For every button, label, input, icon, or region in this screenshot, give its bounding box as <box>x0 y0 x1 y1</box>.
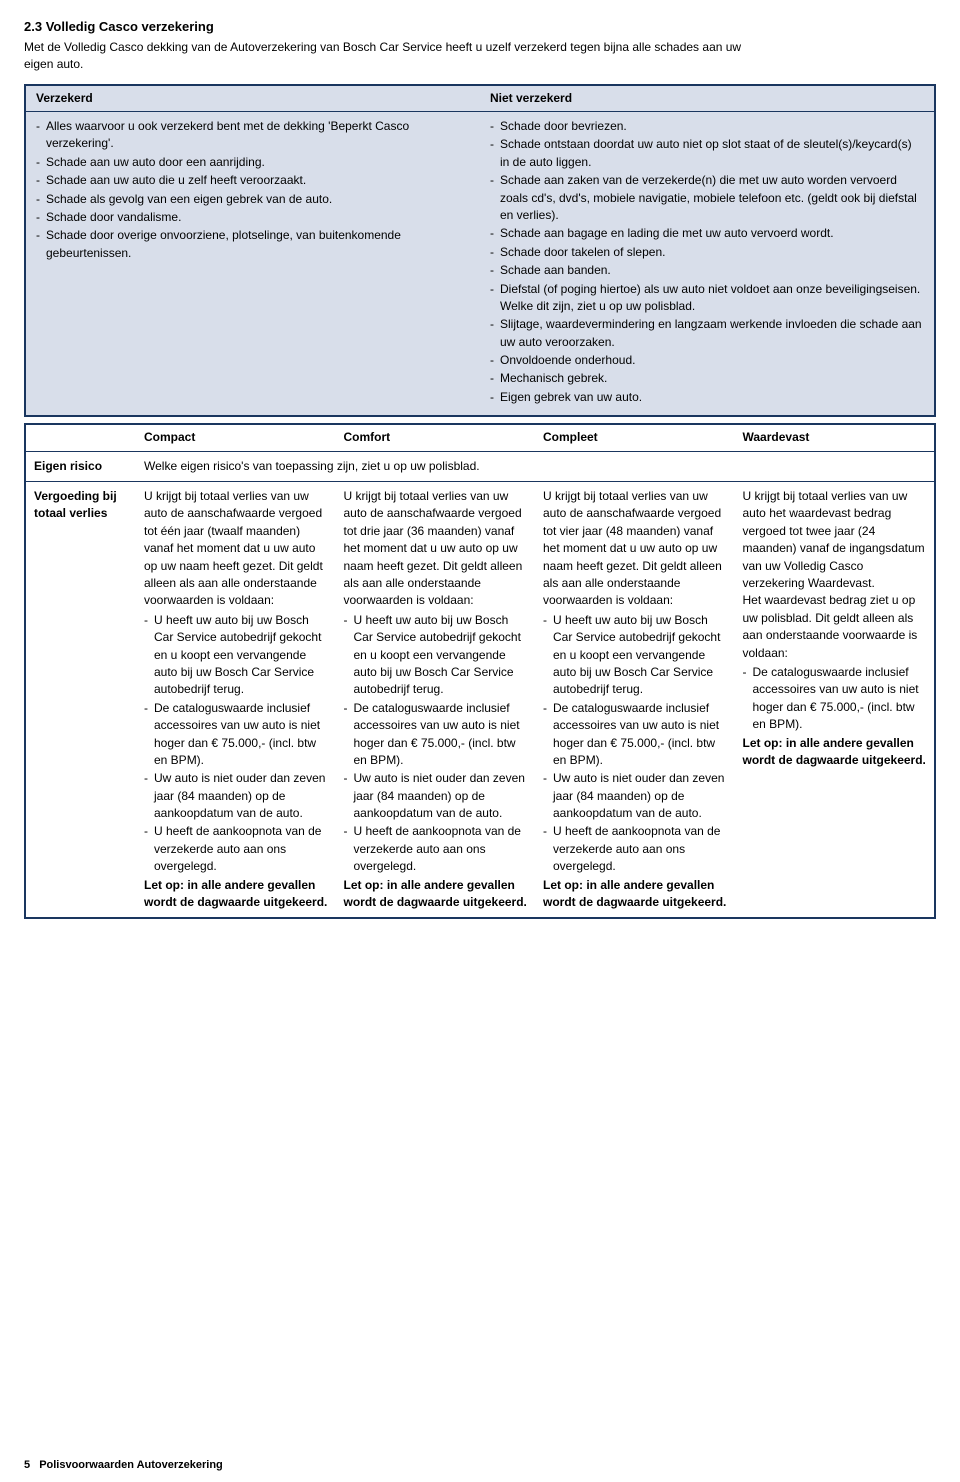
insured-col: Alles waarvoor u ook verzekerd bent met … <box>26 112 480 415</box>
waardevast-extra: Het waardevast bedrag ziet u op uw polis… <box>743 592 927 662</box>
list-item: U heeft de aankoopnota van de verzekerde… <box>144 823 328 875</box>
list-item: Schade door vandalisme. <box>36 209 470 226</box>
section-title: 2.3 Volledig Casco verzekering <box>24 18 936 37</box>
list-item: Schade ontstaan doordat uw auto niet op … <box>490 136 924 171</box>
list-item: Schade aan bagage en lading die met uw a… <box>490 225 924 242</box>
pkg-header-comfort: Comfort <box>336 425 536 450</box>
waardevast-intro: U krijgt bij totaal verlies van uw auto … <box>743 488 927 592</box>
list-item: Uw auto is niet ouder dan zeven jaar (84… <box>543 770 727 822</box>
compact-note: Let op: in alle andere gevallen wordt de… <box>144 877 328 912</box>
packages-box: Compact Comfort Compleet Waardevast Eige… <box>24 423 936 919</box>
insured-list: Alles waarvoor u ook verzekerd bent met … <box>36 118 470 262</box>
not-insured-col: Schade door bevriezen.Schade ontstaan do… <box>480 112 934 415</box>
comfort-intro: U krijgt bij totaal verlies van uw auto … <box>344 488 528 610</box>
coverage-header-row: Verzekerd Niet verzekerd <box>26 86 934 112</box>
vergoeding-label: Vergoeding bij totaal verlies <box>26 482 136 917</box>
list-item: De cataloguswaarde inclusief accessoires… <box>344 700 528 770</box>
pkg-header-compleet: Compleet <box>535 425 735 450</box>
list-item: U heeft uw auto bij uw Bosch Car Service… <box>144 612 328 699</box>
list-item: U heeft uw auto bij uw Bosch Car Service… <box>344 612 528 699</box>
coverage-body: Alles waarvoor u ook verzekerd bent met … <box>26 112 934 415</box>
list-item: Slijtage, waardevermindering en langzaam… <box>490 316 924 351</box>
section-intro: Met de Volledig Casco dekking van de Aut… <box>24 39 744 74</box>
list-item: Schade door overige onvoorziene, plotsel… <box>36 227 470 262</box>
comfort-note: Let op: in alle andere gevallen wordt de… <box>344 877 528 912</box>
list-item: De cataloguswaarde inclusief accessoires… <box>543 700 727 770</box>
not-insured-list: Schade door bevriezen.Schade ontstaan do… <box>490 118 924 406</box>
list-item: Uw auto is niet ouder dan zeven jaar (84… <box>344 770 528 822</box>
waardevast-note: Let op: in alle andere gevallen wordt de… <box>743 735 927 770</box>
section-heading: Volledig Casco verzekering <box>46 19 214 34</box>
list-item: U heeft de aankoopnota van de verzekerde… <box>344 823 528 875</box>
comfort-items: U heeft uw auto bij uw Bosch Car Service… <box>344 612 528 876</box>
not-insured-header: Niet verzekerd <box>480 86 934 111</box>
compleet-items: U heeft uw auto bij uw Bosch Car Service… <box>543 612 727 876</box>
list-item: Onvoldoende onderhoud. <box>490 352 924 369</box>
packages-header-spacer <box>26 425 136 450</box>
list-item: Schade aan uw auto door een aanrijding. <box>36 154 470 171</box>
page-footer: 5 Polisvoorwaarden Autoverzekering <box>24 1458 223 1474</box>
list-item: Alles waarvoor u ook verzekerd bent met … <box>36 118 470 153</box>
list-item: U heeft uw auto bij uw Bosch Car Service… <box>543 612 727 699</box>
section-number: 2.3 <box>24 19 42 34</box>
list-item: De cataloguswaarde inclusief accessoires… <box>743 664 927 734</box>
vergoeding-row: Vergoeding bij totaal verlies U krijgt b… <box>26 482 934 917</box>
pkg-header-compact: Compact <box>136 425 336 450</box>
compleet-col: U krijgt bij totaal verlies van uw auto … <box>535 482 735 917</box>
compact-col: U krijgt bij totaal verlies van uw auto … <box>136 482 336 917</box>
comfort-col: U krijgt bij totaal verlies van uw auto … <box>336 482 536 917</box>
eigen-risico-text: Welke eigen risico's van toepassing zijn… <box>136 452 934 481</box>
coverage-box: Verzekerd Niet verzekerd Alles waarvoor … <box>24 84 936 418</box>
list-item: Schade door takelen of slepen. <box>490 244 924 261</box>
packages-header-row: Compact Comfort Compleet Waardevast <box>26 425 934 451</box>
list-item: Schade aan banden. <box>490 262 924 279</box>
compleet-note: Let op: in alle andere gevallen wordt de… <box>543 877 727 912</box>
list-item: Eigen gebrek van uw auto. <box>490 389 924 406</box>
waardevast-items: De cataloguswaarde inclusief accessoires… <box>743 664 927 734</box>
list-item: Schade door bevriezen. <box>490 118 924 135</box>
list-item: De cataloguswaarde inclusief accessoires… <box>144 700 328 770</box>
compact-intro: U krijgt bij totaal verlies van uw auto … <box>144 488 328 610</box>
eigen-risico-row: Eigen risico Welke eigen risico's van to… <box>26 452 934 482</box>
list-item: Schade als gevolg van een eigen gebrek v… <box>36 191 470 208</box>
compleet-intro: U krijgt bij totaal verlies van uw auto … <box>543 488 727 610</box>
page-number: 5 <box>24 1459 30 1471</box>
list-item: Schade aan uw auto die u zelf heeft vero… <box>36 172 470 189</box>
list-item: Uw auto is niet ouder dan zeven jaar (84… <box>144 770 328 822</box>
list-item: Schade aan zaken van de verzekerde(n) di… <box>490 172 924 224</box>
list-item: U heeft de aankoopnota van de verzekerde… <box>543 823 727 875</box>
list-item: Diefstal (of poging hiertoe) als uw auto… <box>490 281 924 316</box>
compact-items: U heeft uw auto bij uw Bosch Car Service… <box>144 612 328 876</box>
eigen-risico-label: Eigen risico <box>26 452 136 481</box>
footer-title: Polisvoorwaarden Autoverzekering <box>39 1459 223 1471</box>
insured-header: Verzekerd <box>26 86 480 111</box>
pkg-header-waardevast: Waardevast <box>735 425 935 450</box>
waardevast-col: U krijgt bij totaal verlies van uw auto … <box>735 482 935 917</box>
list-item: Mechanisch gebrek. <box>490 370 924 387</box>
